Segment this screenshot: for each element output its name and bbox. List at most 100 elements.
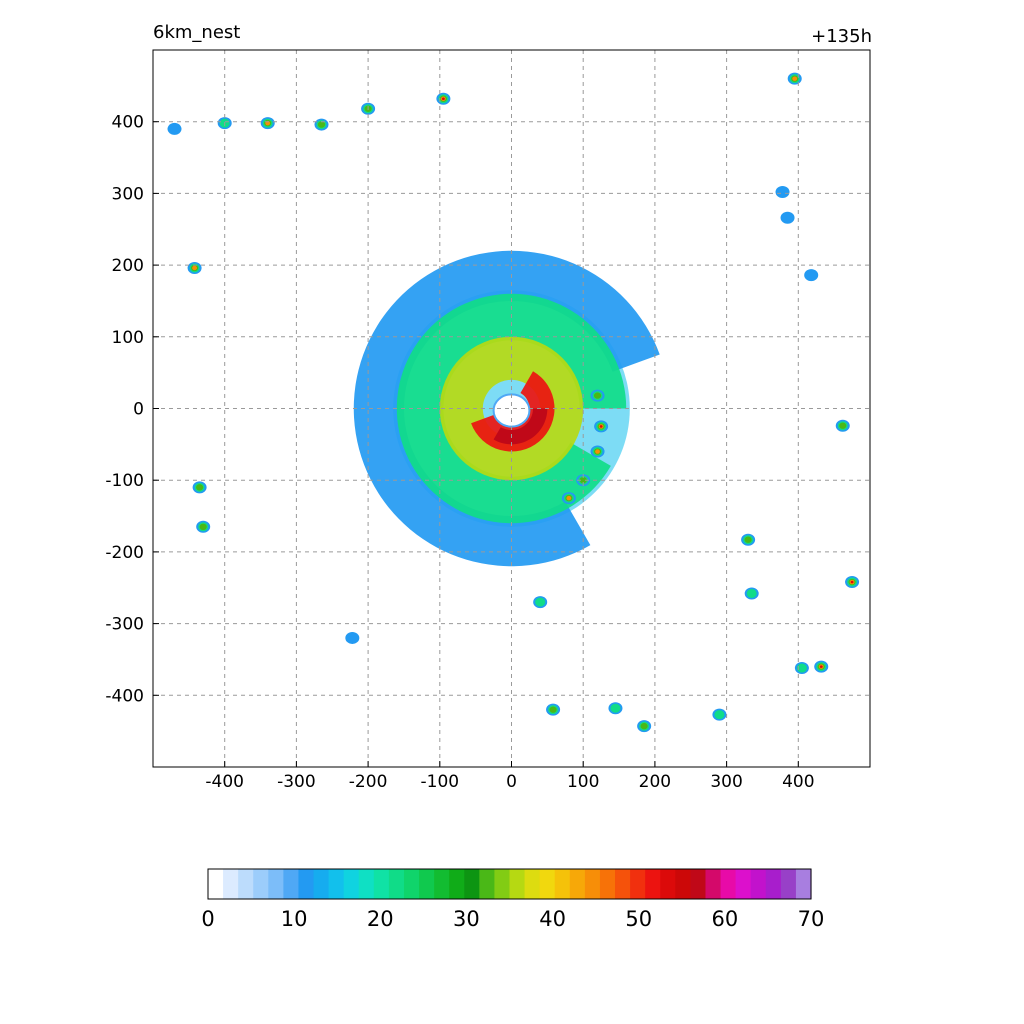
colorbar-tick-label: 50 [625, 907, 652, 931]
colorbar-swatch [419, 869, 435, 899]
convective-cell [780, 211, 795, 224]
convective-cell [794, 662, 809, 675]
y-tick-label: -300 [105, 615, 144, 635]
x-tick-label: 400 [782, 772, 814, 792]
colorbar-tick-label: 10 [281, 907, 308, 931]
colorbar-swatch [494, 869, 511, 899]
colorbar-swatch [283, 869, 300, 899]
convective-cell [787, 72, 802, 85]
colorbar-swatch [690, 869, 707, 899]
chart-title-right: +135h [811, 26, 872, 47]
convective-cell [260, 117, 275, 130]
colorbar-swatch [373, 869, 390, 899]
colorbar-swatch [675, 869, 691, 899]
colorbar-tick-label: 70 [798, 907, 825, 931]
y-tick-label: -100 [105, 471, 144, 491]
colorbar: 0 10 20 30 40 50 60 70 [201, 868, 825, 931]
convective-cell [775, 185, 790, 198]
colorbar-swatch [795, 869, 812, 899]
convective-cell [533, 596, 548, 609]
tick-layer: -400 -300 -200 -100 0 100 200 300 400 400 300 200 10… [105, 113, 814, 792]
y-tick-label: 0 [133, 400, 144, 420]
convective-cell [167, 122, 182, 135]
colorbar-swatch [434, 869, 450, 899]
y-tick-label: -200 [105, 543, 144, 563]
colorbar-swatch [584, 869, 601, 899]
rain-band-middle-band [396, 293, 627, 524]
colorbar-swatch [599, 869, 616, 899]
colorbar-swatch [464, 869, 480, 899]
convective-cell [804, 269, 819, 282]
convective-cell [637, 720, 652, 733]
colorbar-swatch [524, 869, 541, 899]
colorbar-swatch [645, 869, 661, 899]
colorbar-swatch [660, 869, 676, 899]
colorbar-swatch [403, 869, 420, 899]
colorbar-swatch [735, 869, 752, 899]
y-tick-label: 200 [112, 256, 144, 276]
convective-cell [590, 389, 605, 402]
convective-cell [741, 533, 756, 546]
convective-cell [712, 708, 727, 721]
colorbar-swatch [358, 869, 375, 899]
convective-cell [590, 445, 605, 458]
y-tick-label: 400 [112, 113, 144, 133]
colorbar-swatch [554, 869, 571, 899]
x-tick-label: -400 [205, 772, 244, 792]
colorbar-swatch [705, 869, 722, 899]
colorbar-tick-label: 0 [201, 907, 214, 931]
colorbar-tick-label: 30 [453, 907, 480, 931]
colorbar-swatch [388, 869, 405, 899]
colorbar-swatch [313, 869, 330, 899]
convective-cell [608, 702, 623, 715]
field-layer [167, 72, 860, 733]
x-tick-label: -200 [349, 772, 388, 792]
colorbar-swatch [630, 869, 646, 899]
colorbar-swatch [253, 869, 269, 899]
convective-cell [814, 660, 829, 673]
colorbar-tick-label: 40 [539, 907, 566, 931]
convective-cell [594, 420, 609, 433]
x-tick-label: -100 [421, 772, 460, 792]
convective-cell [345, 631, 360, 644]
convective-cell [546, 703, 561, 716]
colorbar-swatch [720, 869, 737, 899]
colorbar-tick-label: 60 [711, 907, 738, 931]
x-tick-label: 0 [506, 772, 517, 792]
convective-cell [187, 261, 202, 274]
colorbar-swatch [479, 869, 496, 899]
y-tick-label: 100 [112, 328, 144, 348]
x-tick-label: 200 [639, 772, 671, 792]
colorbar-swatch [268, 869, 284, 899]
colorbar-tick-label: 20 [367, 907, 394, 931]
colorbar-swatch [569, 869, 586, 899]
convective-cell [576, 474, 591, 487]
colorbar-swatch [615, 869, 631, 899]
rain-band-inner-band [439, 336, 584, 481]
convective-cell [744, 587, 759, 600]
x-tick-label: 300 [710, 772, 742, 792]
convective-cell [845, 576, 860, 589]
chart-title-left: 6km_nest [153, 22, 241, 43]
convective-cell [835, 419, 850, 432]
colorbar-swatch [539, 869, 556, 899]
x-tick-label: 100 [567, 772, 599, 792]
colorbar-swatch [780, 869, 797, 899]
convective-cell [196, 520, 211, 533]
eyewall-core [493, 408, 548, 445]
y-tick-label: -400 [105, 686, 144, 706]
convective-cell [436, 92, 451, 105]
colorbar-swatch [765, 869, 782, 899]
colorbar-swatch [298, 869, 315, 899]
colorbar-swatch [509, 869, 526, 899]
colorbar-swatch [449, 869, 465, 899]
colorbar-swatch [208, 869, 224, 899]
convective-cell [314, 118, 329, 131]
colorbar-swatch [750, 869, 767, 899]
x-tick-label: -300 [277, 772, 316, 792]
y-tick-label: 300 [112, 184, 144, 204]
colorbar-swatch [238, 869, 254, 899]
colorbar-swatch [343, 869, 360, 899]
colorbar-swatch [328, 869, 345, 899]
